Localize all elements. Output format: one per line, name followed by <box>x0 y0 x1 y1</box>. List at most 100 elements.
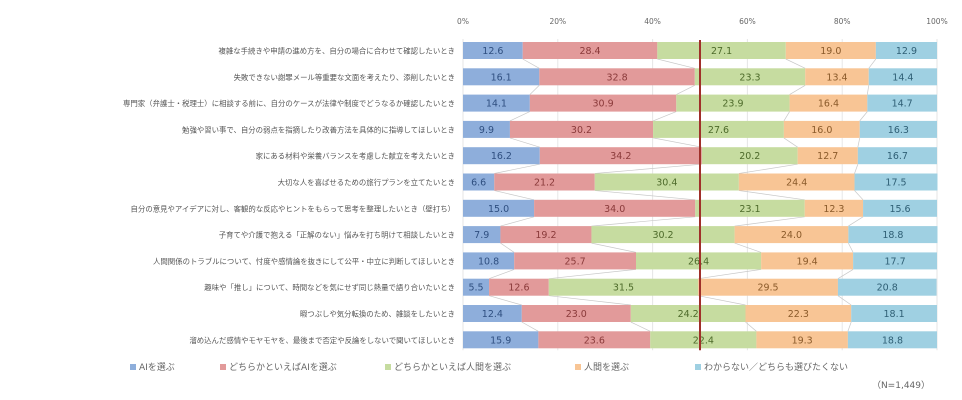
data-label: 12.4 <box>482 309 503 320</box>
category-label: 複雑な手続きや申請の進め方を、自分の場合に合わせて確認したいとき <box>218 47 455 56</box>
legend-label: どちらかといえば人間を選ぶ <box>394 362 511 373</box>
bar-segment <box>463 42 523 59</box>
gridlines <box>462 39 938 351</box>
data-label: 17.7 <box>884 256 905 267</box>
connector-line <box>500 216 535 227</box>
bar-segment <box>636 252 762 270</box>
bar-segment <box>538 331 651 349</box>
connector-line <box>783 111 790 122</box>
connector-line <box>868 58 877 69</box>
data-label: 24.2 <box>678 309 699 320</box>
data-label: 14.7 <box>892 99 913 110</box>
bar-segment <box>509 120 654 138</box>
connector-line <box>548 269 637 280</box>
bar-segment <box>847 331 937 349</box>
category-label: 趣味や「推し」について、時間などを気にせず同じ熱量で語り合いたいとき <box>204 283 455 292</box>
legend-swatch <box>695 364 701 370</box>
tick-label: 20% <box>549 17 566 26</box>
data-label: 12.3 <box>823 204 844 215</box>
bar-segment <box>463 305 522 322</box>
tick-label: 0% <box>457 17 469 26</box>
data-label: 10.8 <box>478 256 499 267</box>
connector-line <box>488 295 522 306</box>
bar-segment <box>676 94 790 112</box>
tick-label: 80% <box>834 17 851 26</box>
data-label: 19.3 <box>792 335 813 346</box>
data-label: 15.0 <box>488 204 509 215</box>
category-label: 人間関係のトラブルについて、忖度や感情論を抜きにして公平・中立に判断してほしいと… <box>153 257 455 266</box>
connector-line <box>847 321 852 332</box>
connector-line <box>859 111 868 122</box>
data-label: 18.1 <box>884 309 905 320</box>
connector-line <box>529 85 540 95</box>
data-label: 25.7 <box>565 256 586 267</box>
legend-swatch <box>385 364 391 370</box>
data-label: 5.5 <box>468 283 483 294</box>
data-label: 27.6 <box>708 125 729 136</box>
bar-segment <box>848 226 938 244</box>
bar-segment <box>851 305 937 322</box>
connector-line <box>591 216 696 227</box>
connector-line <box>837 269 854 279</box>
data-label: 30.2 <box>652 230 673 241</box>
data-label: 27.1 <box>711 46 732 57</box>
connector-line <box>521 321 539 332</box>
category-label: 自分の意見やアイデアに対し、客観的な反応やヒントをもらって思考を整理したいとき（… <box>131 204 455 213</box>
data-label: 16.2 <box>491 151 512 162</box>
sample-size-note: （N=1,449） <box>872 380 930 391</box>
connector-line <box>488 269 515 280</box>
legend-swatch <box>575 364 581 370</box>
bar-segment <box>463 331 539 349</box>
connector-line <box>848 216 864 227</box>
bar-segment <box>875 42 937 59</box>
bar-segment <box>463 252 515 270</box>
legend-label: AIを選ぶ <box>139 362 175 373</box>
data-label: 12.9 <box>896 46 917 57</box>
category-label: 勉強や習い事で、自分の弱点を指摘したり改善方法を具体的に指導してほしいとき <box>182 125 455 134</box>
data-label: 23.9 <box>722 99 743 110</box>
category-label: 大切な人を喜ばせるための旅行プランを立てたいとき <box>278 178 455 187</box>
bar-segment <box>463 278 490 296</box>
connector-line <box>630 321 651 332</box>
data-label: 31.5 <box>613 283 634 294</box>
connector-line <box>509 137 540 148</box>
legend-label: 人間を選ぶ <box>584 362 629 373</box>
tick-label: 60% <box>739 17 756 26</box>
legend: AIを選ぶ どちらかといえばAIを選ぶ どちらかといえば人間を選ぶ 人間を選ぶ わからな… <box>130 362 848 373</box>
connector-line <box>854 190 864 201</box>
bar-segment <box>539 147 702 165</box>
connector-line <box>676 84 695 95</box>
bar-segment <box>857 147 937 165</box>
connector-line <box>698 269 762 280</box>
connector-line <box>837 295 852 306</box>
bar-segment <box>854 173 938 191</box>
bar-segment <box>539 68 695 86</box>
bar-segment <box>868 68 937 86</box>
data-label: 20.8 <box>877 283 898 294</box>
bar-segment <box>494 173 595 191</box>
connector-line <box>785 58 806 69</box>
bar-segment <box>463 147 540 165</box>
data-label: 12.6 <box>508 283 529 294</box>
connector-line <box>848 242 854 253</box>
data-label: 30.9 <box>592 99 613 110</box>
data-label: 6.6 <box>471 178 486 189</box>
data-label: 34.0 <box>604 204 625 215</box>
bar-segment <box>701 147 798 165</box>
data-label: 17.5 <box>885 178 906 189</box>
connector-line <box>657 58 695 69</box>
connector-line <box>734 216 805 227</box>
connector-line <box>522 58 540 69</box>
bar-segment <box>789 94 868 112</box>
bar-segment <box>463 199 535 217</box>
connector-line <box>548 295 631 306</box>
bar-segment <box>695 199 805 217</box>
bar-segment <box>783 120 860 138</box>
data-label: 18.8 <box>882 335 903 346</box>
data-label: 23.6 <box>584 335 605 346</box>
bar-segment <box>804 199 864 217</box>
bar-segment <box>859 120 937 138</box>
data-label: 34.2 <box>610 151 631 162</box>
bar-segment <box>521 305 631 322</box>
tick-label: 40% <box>644 17 661 26</box>
